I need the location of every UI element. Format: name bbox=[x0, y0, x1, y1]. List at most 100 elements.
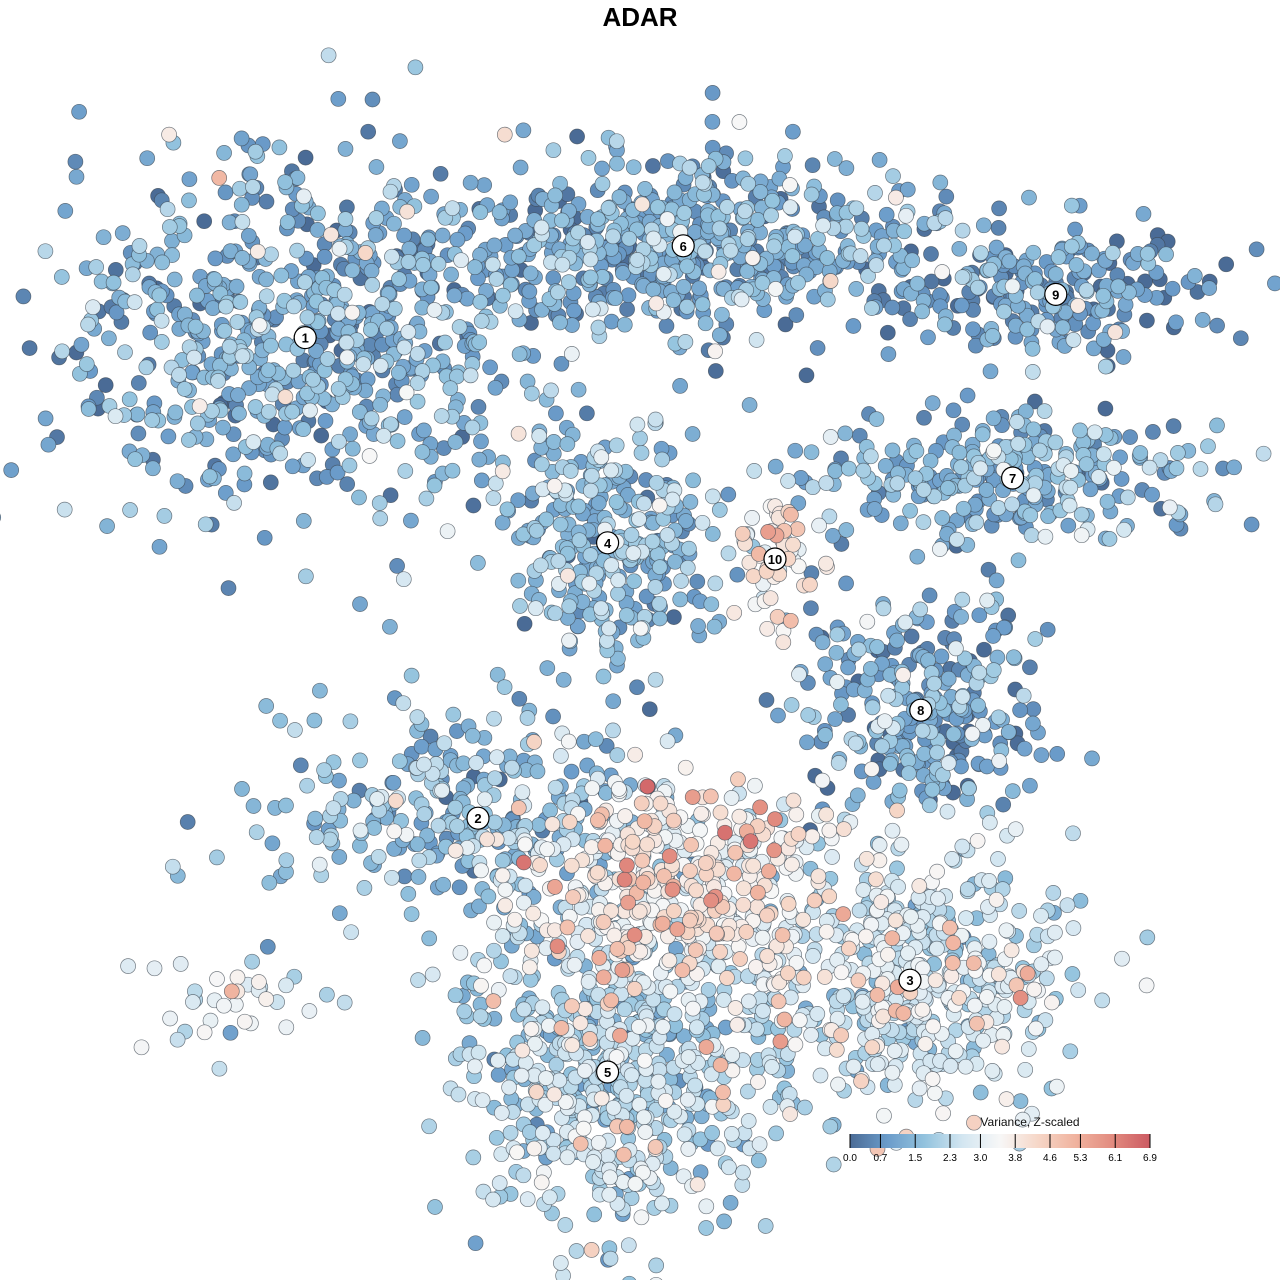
data-point bbox=[707, 575, 724, 592]
data-point bbox=[855, 462, 872, 479]
data-point bbox=[396, 409, 413, 425]
data-point bbox=[589, 864, 606, 881]
data-point bbox=[647, 1139, 664, 1155]
data-point bbox=[785, 123, 801, 140]
data-point bbox=[375, 427, 392, 444]
data-point bbox=[363, 321, 379, 338]
data-point bbox=[597, 837, 614, 854]
data-point bbox=[804, 157, 821, 174]
data-point bbox=[803, 600, 819, 617]
data-point bbox=[740, 1113, 757, 1129]
data-point bbox=[577, 1001, 593, 1017]
data-point bbox=[568, 1243, 585, 1259]
data-point bbox=[990, 220, 1007, 236]
data-point bbox=[337, 211, 354, 227]
data-point bbox=[958, 910, 974, 926]
data-point bbox=[189, 287, 205, 304]
data-point bbox=[107, 408, 124, 425]
data-point bbox=[298, 568, 314, 585]
data-point bbox=[791, 666, 807, 683]
data-point bbox=[981, 873, 997, 889]
data-point bbox=[804, 828, 821, 845]
data-point bbox=[759, 948, 776, 964]
data-point bbox=[629, 679, 645, 696]
data-point bbox=[909, 275, 926, 292]
data-point bbox=[934, 264, 951, 280]
data-point bbox=[739, 231, 756, 247]
data-point bbox=[447, 799, 464, 816]
data-point bbox=[959, 387, 976, 404]
data-point bbox=[744, 510, 760, 526]
data-point bbox=[930, 890, 946, 907]
data-point bbox=[975, 217, 992, 234]
data-point bbox=[452, 944, 469, 961]
data-point bbox=[1095, 446, 1112, 463]
data-point bbox=[782, 612, 799, 629]
data-point bbox=[852, 248, 869, 264]
data-point bbox=[533, 219, 550, 236]
data-point bbox=[476, 957, 493, 974]
cluster-label-1: 1 bbox=[293, 326, 317, 350]
data-point bbox=[1045, 885, 1062, 901]
data-point bbox=[494, 867, 511, 884]
data-point bbox=[1028, 1020, 1044, 1037]
data-point bbox=[864, 699, 881, 716]
data-point bbox=[903, 908, 919, 925]
data-point bbox=[584, 780, 601, 797]
data-point bbox=[509, 1144, 525, 1161]
data-point bbox=[97, 377, 114, 393]
data-point bbox=[1084, 750, 1100, 767]
data-point bbox=[277, 389, 294, 405]
data-point bbox=[876, 1107, 892, 1124]
data-point bbox=[485, 993, 502, 1009]
data-point bbox=[1029, 284, 1046, 301]
cluster-label-text: 5 bbox=[604, 1065, 611, 1080]
data-point bbox=[169, 473, 186, 490]
data-point bbox=[547, 879, 563, 895]
data-point bbox=[990, 709, 1007, 726]
data-point bbox=[679, 298, 695, 315]
data-point bbox=[360, 123, 377, 140]
data-point bbox=[635, 874, 652, 891]
data-point bbox=[447, 434, 464, 450]
data-point bbox=[1255, 445, 1272, 462]
data-point bbox=[877, 458, 894, 474]
data-point bbox=[456, 1003, 473, 1020]
data-point bbox=[391, 753, 408, 770]
data-point bbox=[666, 903, 682, 919]
data-point bbox=[651, 595, 668, 612]
data-point bbox=[985, 628, 1001, 644]
data-point bbox=[650, 1073, 667, 1090]
data-point bbox=[472, 1008, 489, 1025]
data-point bbox=[240, 227, 257, 244]
color-legend: 0.0 0.7 1.5 2.3 3.0 3.8 4.6 5.3 6.1 6.9 bbox=[843, 1134, 1157, 1164]
data-point bbox=[516, 615, 533, 632]
data-point bbox=[608, 133, 625, 150]
data-point bbox=[769, 608, 786, 625]
data-point bbox=[1084, 245, 1100, 262]
data-point bbox=[526, 734, 542, 750]
data-point bbox=[413, 738, 430, 755]
data-point bbox=[562, 463, 579, 479]
data-point bbox=[179, 814, 196, 830]
data-point bbox=[632, 620, 649, 637]
data-point bbox=[724, 1047, 741, 1063]
data-point bbox=[398, 384, 415, 401]
data-point bbox=[620, 287, 637, 304]
data-point bbox=[626, 981, 643, 997]
data-point bbox=[608, 494, 625, 510]
data-point bbox=[685, 472, 701, 489]
data-point bbox=[972, 245, 989, 261]
legend-tick-label: 6.9 bbox=[1143, 1153, 1157, 1164]
data-point bbox=[680, 1091, 696, 1108]
data-point bbox=[300, 452, 316, 468]
data-point bbox=[817, 727, 834, 743]
data-point bbox=[206, 271, 223, 288]
data-point bbox=[582, 482, 599, 499]
data-point bbox=[196, 1024, 213, 1041]
data-point bbox=[810, 868, 827, 885]
data-point bbox=[299, 777, 315, 794]
data-point bbox=[3, 462, 20, 478]
data-point bbox=[889, 632, 905, 649]
data-point bbox=[186, 349, 202, 366]
